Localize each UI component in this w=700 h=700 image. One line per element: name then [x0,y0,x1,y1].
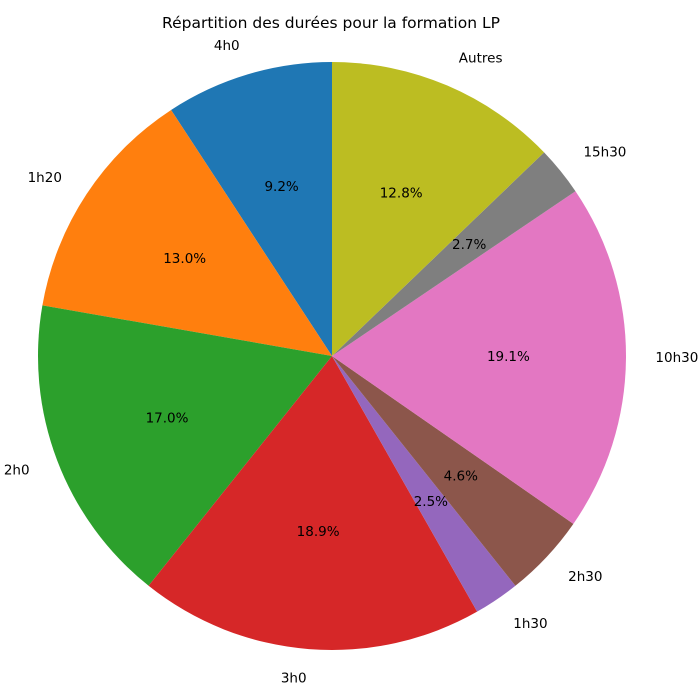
pie-category-label: 15h30 [583,145,626,161]
pie-slices [38,61,626,651]
pie-slice-2h0 [38,305,332,586]
pie-category-label: 3h0 [281,670,307,686]
pie-percent-label: 4.6% [444,469,478,485]
pie-slice-3h0 [148,356,478,651]
pie-slice-1h30 [332,356,516,612]
pie-slice-15h30 [332,152,576,356]
pie-slice-10h30 [332,191,626,524]
pie-category-label: 1h30 [513,616,547,632]
pie-percent-label: 17.0% [146,410,189,426]
pie-category-label: 1h20 [28,170,62,186]
pie-percent-label: 12.8% [380,186,423,202]
pie-slice-1h20 [42,109,332,357]
pie-category-label: 10h30 [655,350,698,366]
pie-slice-autres [332,61,545,356]
pie-percent-label: 19.1% [487,349,530,365]
pie-category-label: 2h0 [4,463,30,479]
pie-category-label: 2h30 [568,569,602,585]
pie-percent-labels: 9.2% 13.0% 17.0% 18.9% 2.5% 4.6% 19.1% 2.7% 12.8… [146,179,530,540]
pie-category-label: Autres [459,50,503,66]
pie-category-labels: 4h0 1h20 2h0 3h0 1h30 2h30 10h30 15h30 Autres [4,38,698,686]
chart-title: Répartition des durées pour la formation… [162,14,500,32]
pie-percent-label: 2.7% [452,237,486,253]
pie-slice-2h30 [332,356,574,586]
pie-percent-label: 18.9% [297,524,340,540]
pie-slice-4h0 [171,62,332,356]
pie-percent-label: 9.2% [264,179,298,195]
pie-category-label: 4h0 [214,38,240,54]
pie-percent-label: 13.0% [163,251,206,267]
pie-percent-label: 2.5% [414,494,448,510]
